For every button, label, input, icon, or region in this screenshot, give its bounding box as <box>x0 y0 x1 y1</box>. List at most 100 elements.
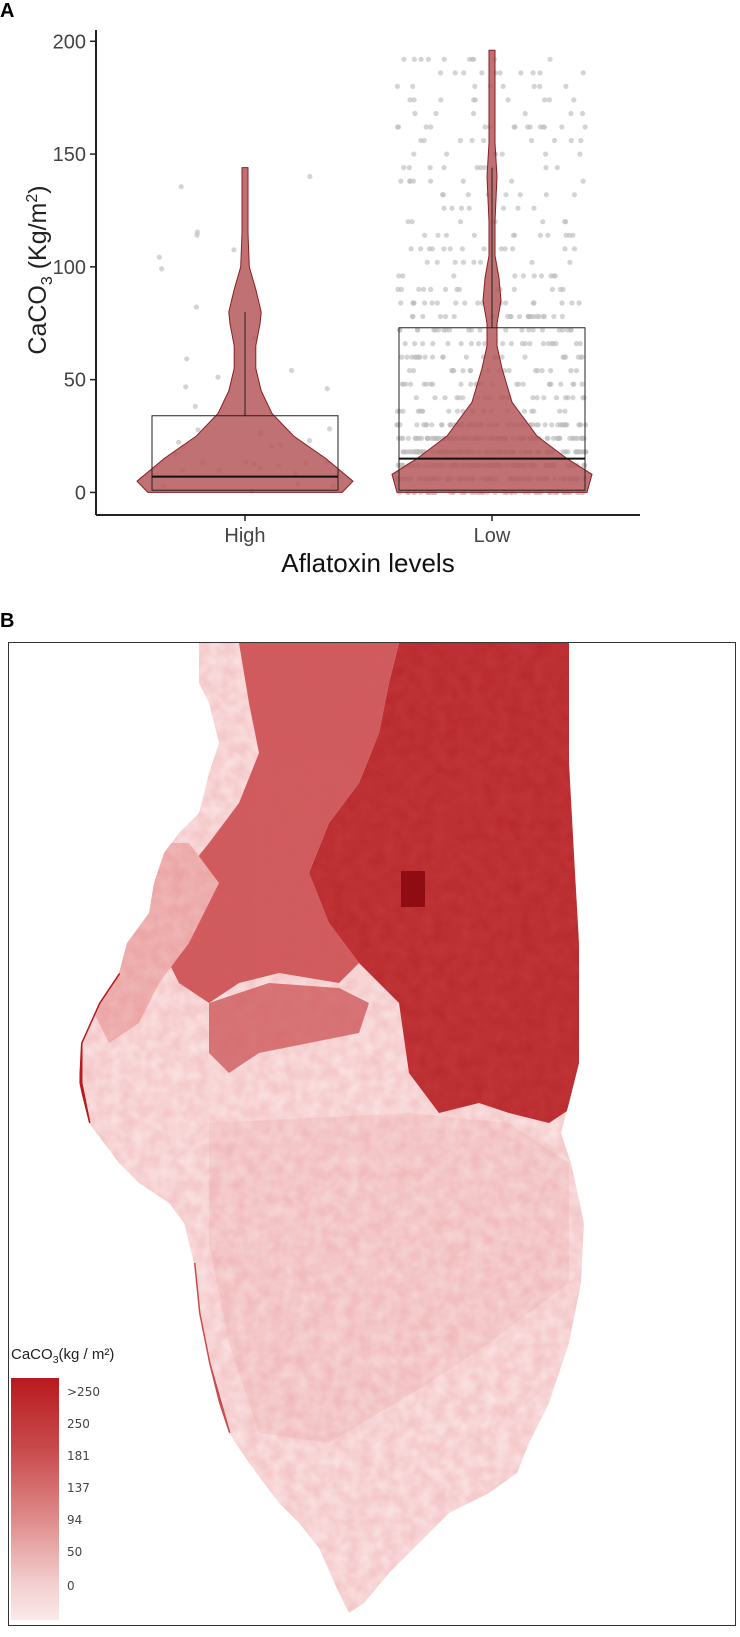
data-point <box>425 56 432 62</box>
data-point <box>503 327 509 333</box>
data-point <box>404 354 410 360</box>
data-point <box>500 341 506 347</box>
data-point <box>415 408 421 414</box>
data-point <box>543 151 549 157</box>
data-point <box>481 246 487 252</box>
y-axis-label: CaCO3 (Kg/m2) <box>24 185 56 354</box>
data-point <box>560 354 566 360</box>
data-point <box>547 56 553 62</box>
data-point <box>545 232 551 238</box>
data-point <box>576 300 582 306</box>
data-point <box>522 110 528 117</box>
data-point <box>408 449 414 455</box>
data-point <box>449 205 455 211</box>
data-point <box>578 137 584 144</box>
data-point <box>573 435 579 441</box>
data-point <box>540 341 547 347</box>
data-point <box>434 435 440 441</box>
x-axis: High Low <box>96 514 640 547</box>
data-point <box>553 435 560 441</box>
data-point <box>512 124 518 130</box>
data-point <box>482 124 488 130</box>
data-point <box>400 408 406 414</box>
data-point <box>307 173 313 180</box>
data-point <box>529 259 535 265</box>
data-point <box>530 70 536 76</box>
data-point <box>502 246 508 252</box>
data-point <box>413 435 419 441</box>
map-texture <box>79 643 584 1613</box>
data-point <box>500 205 507 211</box>
data-point <box>471 259 477 265</box>
data-point <box>568 368 574 374</box>
data-point <box>530 313 537 320</box>
data-point <box>456 395 462 401</box>
data-point <box>413 354 419 360</box>
data-point <box>531 408 537 414</box>
data-point <box>409 219 415 225</box>
data-point <box>543 165 549 171</box>
data-point <box>395 124 401 130</box>
data-point <box>411 300 417 306</box>
data-point <box>531 83 537 89</box>
data-point <box>410 83 416 89</box>
data-point <box>420 408 426 414</box>
data-point <box>505 97 511 103</box>
data-point <box>441 205 447 211</box>
data-point <box>579 381 585 387</box>
data-point <box>557 408 563 414</box>
data-point <box>580 70 586 76</box>
data-point <box>176 439 182 445</box>
data-point <box>451 273 457 279</box>
data-point <box>571 97 577 103</box>
data-point <box>415 327 421 333</box>
data-point <box>193 304 199 310</box>
data-point <box>580 110 586 117</box>
data-point <box>516 313 523 320</box>
data-point <box>405 435 411 441</box>
data-point <box>460 259 467 265</box>
data-point <box>535 422 542 428</box>
data-point <box>537 232 544 238</box>
data-point <box>453 300 459 306</box>
data-point <box>429 300 435 306</box>
data-point <box>481 137 487 144</box>
data-point <box>559 124 565 130</box>
data-point <box>509 178 515 184</box>
data-point <box>461 70 467 76</box>
data-point <box>531 273 537 279</box>
data-point <box>520 273 527 279</box>
data-point <box>474 165 480 171</box>
data-point <box>559 300 565 306</box>
data-point <box>499 354 505 360</box>
data-point <box>394 422 400 428</box>
data-point <box>306 438 313 444</box>
data-point <box>522 354 528 360</box>
data-point <box>458 219 464 225</box>
data-point <box>456 286 462 292</box>
y-axis: 0 50 100 150 200 <box>53 30 97 515</box>
data-point <box>530 327 536 333</box>
data-point <box>460 368 466 374</box>
data-point <box>441 165 447 171</box>
data-point <box>462 300 468 306</box>
data-point <box>459 246 465 252</box>
data-point <box>440 192 446 198</box>
data-point <box>421 422 427 428</box>
data-point <box>571 192 578 198</box>
data-point <box>435 327 441 333</box>
data-point <box>540 124 546 130</box>
data-point <box>412 341 418 347</box>
data-point <box>452 70 458 76</box>
data-point <box>458 205 465 211</box>
dark-patch <box>401 871 425 907</box>
data-point <box>194 229 201 235</box>
data-point <box>583 422 589 428</box>
data-point <box>540 313 546 320</box>
data-point <box>531 205 537 211</box>
y-tick-label: 100 <box>53 257 86 279</box>
data-point <box>414 422 420 428</box>
data-point <box>562 449 568 455</box>
data-point <box>580 395 586 401</box>
data-point <box>416 286 422 292</box>
